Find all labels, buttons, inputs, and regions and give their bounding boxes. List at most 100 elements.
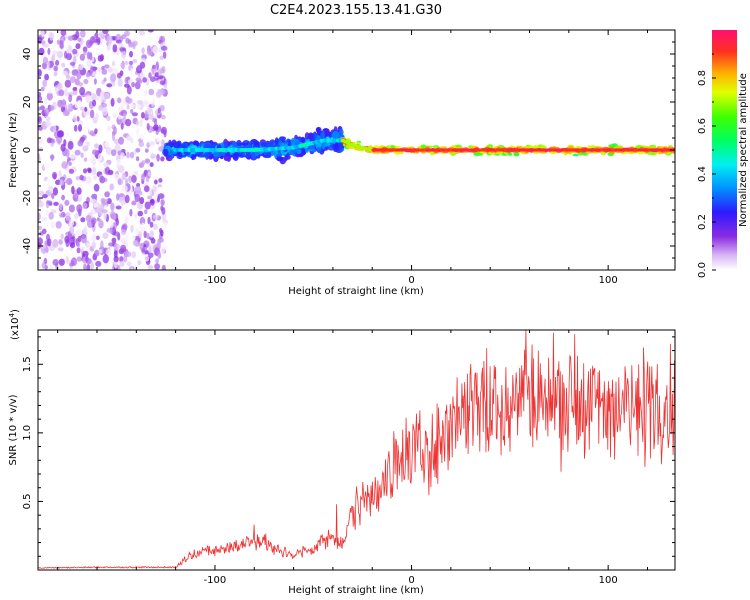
spectrogram-cell (79, 86, 86, 96)
spectrogram-cell (99, 176, 106, 184)
spectrogram-cell (60, 30, 67, 36)
spectrogram-cell (144, 89, 148, 97)
spectrogram-cell (161, 264, 166, 270)
spectrogram-cell (161, 139, 165, 148)
spectrogram-cell (420, 144, 427, 149)
spectrogram-cell (46, 200, 53, 205)
spectrogram-cell (83, 168, 88, 174)
spectrogram-cell (77, 241, 81, 248)
spectrogram-cell (274, 137, 279, 146)
spectrogram-cell (53, 71, 58, 77)
spectrogram-cell (159, 55, 164, 60)
spectrogram-cell (62, 110, 70, 117)
spectrogram-cell (101, 68, 108, 75)
spectrogram-cell (154, 80, 161, 85)
spectrogram-cell (86, 72, 90, 78)
spectrogram-cell (52, 171, 57, 180)
spectrogram-cell (130, 266, 134, 270)
spectrogram-cell (153, 223, 159, 230)
x-tick-label: -100 (204, 575, 227, 586)
spectrogram-cell (42, 56, 49, 65)
spectrogram-cell (160, 199, 165, 206)
spectrogram-cell (154, 179, 158, 185)
spectrogram-cell (67, 35, 75, 41)
spectrogram-cell (97, 55, 104, 62)
spectrogram-cell (112, 132, 116, 142)
spectrogram-cell (129, 151, 135, 159)
spectrogram-cell (45, 115, 51, 122)
spectrogram-cell (57, 99, 64, 108)
spectrogram-cell (111, 149, 117, 157)
spectrogram-cell (323, 131, 332, 137)
spectrogram-cell (289, 148, 296, 156)
spectrogram-cell (159, 228, 163, 234)
spectrogram-cell (52, 187, 59, 196)
spectrogram-cell (104, 191, 110, 198)
spectrogram-cell (101, 106, 108, 116)
y-tick-label: 40 (22, 48, 33, 61)
spectrogram-cell (79, 246, 85, 251)
spectrogram-cell (161, 126, 167, 135)
spectrogram-cell (91, 209, 96, 215)
spectrogram-cell (91, 233, 97, 243)
spectrogram-cell (156, 153, 160, 162)
spectrogram-cell (136, 103, 142, 109)
spectrogram-cell (142, 77, 147, 83)
spectrogram-cell (51, 221, 55, 229)
spectrogram-cell (126, 85, 132, 95)
spectrogram-cell (213, 151, 220, 158)
spectrogram-cell (91, 71, 97, 77)
spectrogram-cell (578, 151, 583, 156)
spectrogram-cell (119, 256, 124, 263)
spectrogram-cell (82, 202, 88, 209)
spectrogram-cell (76, 187, 82, 195)
spectrogram-cell (61, 98, 66, 108)
spectrogram-cell (161, 114, 166, 120)
spectrogram-cell (132, 43, 136, 50)
spectrogram-cell (646, 151, 653, 155)
spectrogram-cell (144, 209, 148, 215)
spectrogram-cell (308, 132, 314, 139)
spectrogram-cell (98, 218, 103, 226)
spectrogram-cell (148, 72, 152, 79)
spectrogram-cell (41, 30, 45, 37)
spectrogram-cell (139, 197, 145, 204)
spectrogram-cell (55, 179, 61, 186)
spectrogram-cell (103, 77, 107, 82)
spectrogram-cell (61, 194, 65, 201)
spectrogram-cell (144, 255, 150, 262)
spectrogram-cell (137, 260, 142, 266)
spectrogram-cell (153, 214, 159, 219)
spectrogram-cell (144, 158, 151, 164)
spectrogram-cell (85, 141, 90, 147)
spectrogram-cell (124, 234, 128, 243)
spectrogram-cell (85, 39, 93, 49)
spectrogram-cell (55, 221, 62, 229)
spectrogram-cell (115, 218, 119, 226)
spectrogram-cell (86, 264, 91, 270)
spectrogram-cell (150, 154, 157, 159)
spectrogram-cell (320, 132, 325, 138)
spectrogram-cell (52, 239, 59, 248)
snr-x-label: Height of straight line (km) (288, 585, 424, 596)
spectrogram-cell (77, 100, 82, 108)
spectrogram-cell (61, 62, 66, 68)
spectrogram-cell (117, 178, 124, 186)
spectrogram-cell (100, 240, 104, 250)
spectrogram-cell (47, 88, 53, 94)
spectrogram-cell (134, 213, 138, 219)
spectrogram-cell (44, 73, 49, 81)
spectrogram-cell (135, 227, 139, 237)
spectrogram-cell (119, 47, 126, 52)
spectrogram-cell (64, 235, 70, 244)
y-tick-label: -20 (22, 190, 33, 206)
spectrogram-cell (253, 140, 260, 148)
x-tick-label: 100 (599, 275, 618, 286)
spectrogram-cell (126, 261, 132, 267)
spectrogram-cell (115, 205, 122, 210)
spectrogram-cell (147, 30, 154, 33)
spectrogram-cell (126, 151, 130, 159)
spectrogram-cell (74, 149, 81, 156)
spectrogram-cell (300, 136, 306, 144)
spectrogram-cell (158, 178, 163, 183)
